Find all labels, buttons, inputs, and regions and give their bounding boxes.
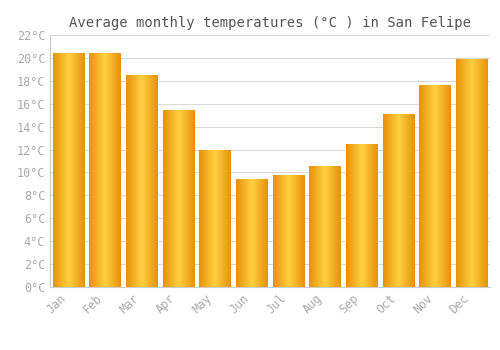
Title: Average monthly temperatures (°C ) in San Felipe: Average monthly temperatures (°C ) in Sa…	[69, 16, 471, 30]
